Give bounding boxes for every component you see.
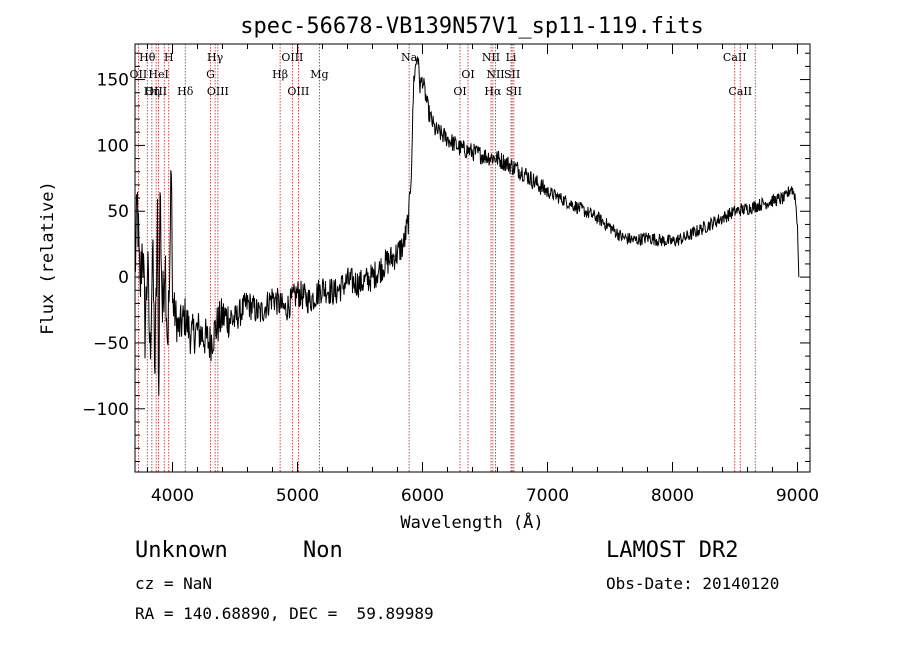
plot-frame [134,43,811,473]
emission-line-label: H [164,51,174,64]
y-tick-label: 150 [97,71,129,91]
emission-line-label: SII [506,85,522,98]
emission-line-markers [137,44,756,472]
emission-line-label: OIII [145,85,167,98]
x-tick-label: 4000 [151,486,194,506]
y-tick-label: 50 [107,202,129,222]
y-tick-label: 0 [118,268,129,288]
y-tick-label: 100 [97,136,129,156]
object-class: Unknown [135,538,228,563]
emission-line-label: OI [453,85,466,98]
emission-line-label: CaII [728,85,752,98]
x-tick-label: 8000 [651,486,694,506]
emission-line-label: Mg [310,68,328,81]
emission-line-label: G [206,68,215,81]
emission-line-label: Hγ [207,51,224,64]
x-axis-label: Wavelength (Å) [400,511,543,533]
emission-line-label: Na [401,51,418,64]
y-tick-label: −100 [82,400,129,420]
object-subclass: Non [303,538,343,563]
y-tick-label: −50 [93,334,129,354]
emission-line-label: Hη [144,85,160,98]
emission-line-label: SII [504,68,520,81]
x-tick-label: 5000 [276,486,319,506]
x-tick-label: 9000 [776,486,819,506]
emission-line-label: HeI [148,68,168,81]
emission-line-label: Li [506,51,517,64]
emission-line-label: NII [486,68,504,81]
y-axis: −100 −50 0 50 100 150 [82,52,810,462]
emission-line-label: Hβ [272,68,288,81]
emission-line-label: OIII [287,85,309,98]
survey-name: LAMOST DR2 [606,538,739,563]
x-tick-label: 7000 [526,486,569,506]
x-axis: 4000 5000 6000 7000 8000 9000 [147,44,819,506]
emission-line-label: Hα [484,85,502,98]
chart-title: spec-56678-VB139N57V1_sp11-119.fits [240,14,704,39]
redshift-cz: cz = NaN [135,574,213,593]
spectrum-series [134,55,800,396]
emission-line-label: NII [482,51,500,64]
emission-line-label: OIII [281,51,303,64]
emission-line-label: OI [461,68,474,81]
emission-line-label: OIII [207,85,229,98]
emission-line-label: Hδ [177,85,194,98]
spectrum-plot-area [134,55,800,396]
x-tick-label: 6000 [401,486,444,506]
sky-coordinates: RA = 140.68890, DEC = 59.89989 [135,604,434,623]
emission-line-label: Hθ [139,51,156,64]
emission-line-label: OII [130,68,148,81]
y-axis-label: Flux (relative) [38,181,58,335]
emission-line-label: CaII [723,51,747,64]
observation-date: Obs-Date: 20140120 [606,574,780,593]
